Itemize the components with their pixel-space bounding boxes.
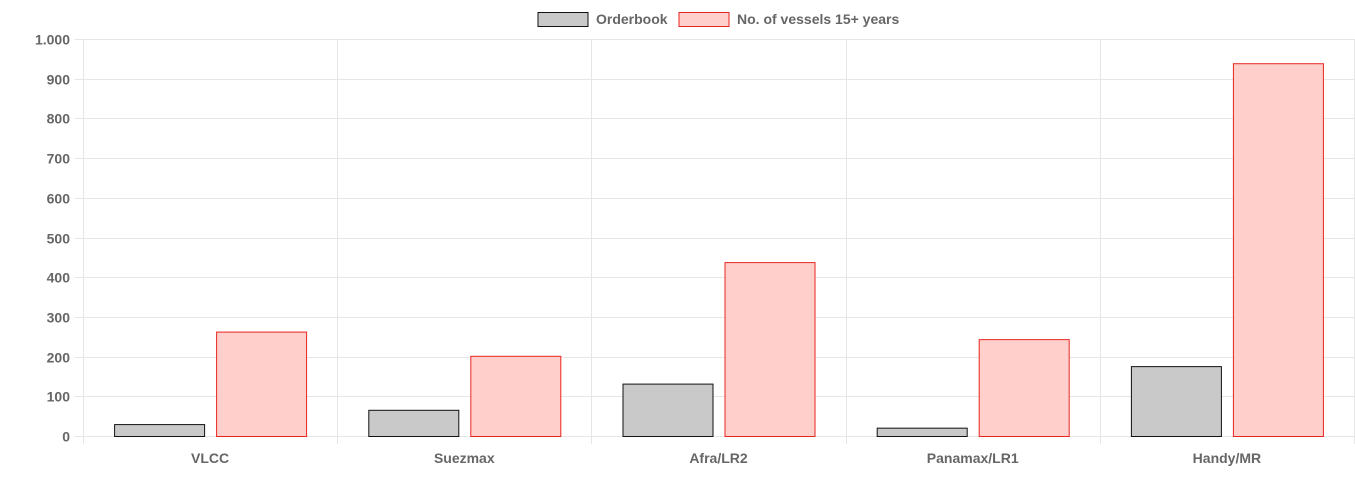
y-tick-label: 0 <box>62 429 70 445</box>
y-tick-label: 300 <box>47 310 71 326</box>
bar-vessels-15-plus-afra-lr2[interactable] <box>724 262 816 438</box>
x-tick-label: Handy/MR <box>1193 450 1261 466</box>
bar-vessels-15-plus-handy-mr[interactable] <box>1232 63 1324 437</box>
bar-vessels-15-plus-suezmax[interactable] <box>470 355 562 437</box>
y-axis: 0 100 200 300 400 500 600 700 800 900 1.000 <box>35 32 70 445</box>
legend-swatch <box>678 12 730 27</box>
legend-item-orderbook[interactable]: Orderbook <box>537 11 668 27</box>
bar-orderbook-afra-lr2[interactable] <box>622 383 714 438</box>
bars <box>114 63 1324 438</box>
y-tick-label: 600 <box>47 191 71 207</box>
legend-label: No. of vessels 15+ years <box>737 11 899 27</box>
bar-vessels-15-plus-panamax-lr1[interactable] <box>978 339 1070 437</box>
legend[interactable]: Orderbook No. of vessels 15+ years <box>537 11 899 27</box>
bar-orderbook-suezmax[interactable] <box>368 409 460 438</box>
x-tick-label: Suezmax <box>434 450 495 466</box>
y-tick-label: 900 <box>47 72 71 88</box>
x-tick-label: VLCC <box>191 450 229 466</box>
bar-orderbook-panamax-lr1[interactable] <box>876 427 968 437</box>
bar-orderbook-vlcc[interactable] <box>114 424 206 437</box>
x-tick-label: Panamax/LR1 <box>927 450 1019 466</box>
y-tick-label: 400 <box>47 270 71 286</box>
bar-vessels-15-plus-vlcc[interactable] <box>216 331 308 437</box>
y-tick-label: 700 <box>47 151 71 167</box>
y-tick-label: 1.000 <box>35 32 70 48</box>
y-tick-label: 500 <box>47 231 71 247</box>
y-tick-label: 200 <box>47 350 71 366</box>
legend-item-vessels-15-plus[interactable]: No. of vessels 15+ years <box>678 11 899 27</box>
x-tick-label: Afra/LR2 <box>689 450 748 466</box>
x-axis: VLCC Suezmax Afra/LR2 Panamax/LR1 Handy/MR <box>191 450 1261 466</box>
legend-label: Orderbook <box>596 11 668 27</box>
y-tick-label: 100 <box>47 389 71 405</box>
legend-swatch <box>537 12 589 27</box>
bar-orderbook-handy-mr[interactable] <box>1130 366 1222 437</box>
y-tick-label: 800 <box>47 111 71 127</box>
